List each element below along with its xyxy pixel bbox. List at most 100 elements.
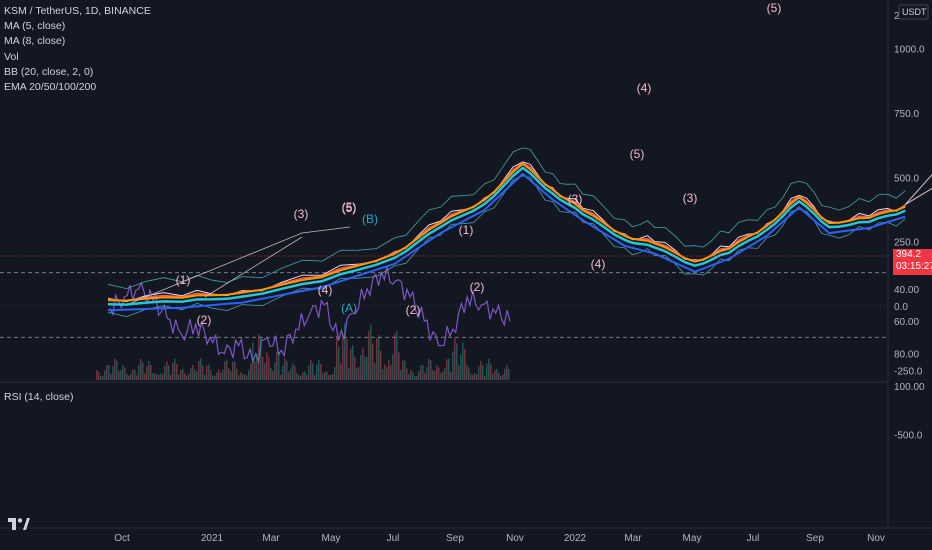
volume-bar — [164, 365, 166, 380]
time-tick-label: Oct — [114, 533, 130, 544]
volume-bar — [108, 365, 110, 380]
volume-bar — [168, 365, 170, 380]
volume-bar — [254, 361, 256, 380]
volume-bar — [292, 363, 294, 380]
volume-bar — [476, 374, 478, 380]
volume-bar — [188, 374, 190, 380]
volume-bar — [270, 367, 272, 380]
volume-bar — [314, 374, 316, 380]
volume-bar — [466, 364, 468, 380]
volume-bar — [214, 375, 216, 380]
volume-bar — [116, 360, 118, 380]
symbol-title[interactable]: KSM / TetherUS, 1D, BINANCE — [4, 5, 151, 17]
time-tick-label: Jul — [387, 533, 400, 544]
rsi-tick-label: 60.00 — [894, 317, 919, 328]
volume-bar — [342, 333, 344, 380]
price-tick-label: 0.0 — [894, 302, 908, 313]
volume-bar — [396, 330, 398, 380]
volume-bar — [388, 359, 390, 380]
volume-bar — [474, 373, 476, 380]
volume-bar — [436, 365, 438, 380]
volume-bar — [364, 356, 366, 380]
volume-bar — [250, 363, 252, 380]
volume-bar — [340, 363, 342, 380]
volume-bar — [428, 358, 430, 380]
volume-bar — [438, 367, 440, 380]
price-tick-label: 250.0 — [894, 238, 919, 249]
volume-bar — [302, 371, 304, 380]
last-price-badge: 394.2 03:15:27 — [893, 249, 932, 275]
price-tick-label: 500.0 — [894, 173, 919, 184]
wave-label: (4) — [318, 283, 333, 297]
volume-bar — [374, 362, 376, 380]
volume-bar — [98, 372, 100, 380]
volume-bar — [452, 351, 454, 380]
volume-bar — [226, 359, 228, 380]
time-tick-label: Jul — [747, 533, 760, 544]
volume-bar — [130, 373, 132, 380]
volume-bar — [424, 372, 426, 380]
volume-bar — [448, 358, 450, 380]
volume-bar — [382, 369, 384, 380]
volume-bar — [442, 371, 444, 380]
volume-bar — [262, 356, 264, 380]
volume-bar — [506, 365, 508, 380]
volume-bar — [122, 365, 124, 380]
volume-bar — [102, 375, 104, 380]
wave-label: (3) — [568, 192, 583, 206]
tradingview-logo-icon[interactable] — [8, 518, 30, 532]
price-tick-label: 1000.0 — [894, 45, 925, 56]
indicator-ma5[interactable]: MA (5, close) — [4, 20, 66, 33]
volume-bar — [118, 370, 120, 380]
volume-bar — [136, 375, 138, 380]
volume-bar — [472, 374, 474, 380]
wave-label: (A) — [341, 301, 357, 315]
volume-bar — [266, 352, 268, 380]
rsi-tick-label: 80.00 — [894, 350, 919, 361]
bollinger-upper-line — [107, 147, 906, 290]
volume-bar — [354, 357, 356, 380]
volume-bar — [120, 370, 122, 380]
volume-bar — [362, 347, 364, 380]
rsi-legend[interactable]: RSI (14, close) — [4, 391, 74, 403]
volume-bar — [508, 368, 510, 380]
volume-bar — [444, 367, 446, 380]
wave-label: (5) — [342, 200, 357, 214]
indicator-ma8[interactable]: MA (8, close) — [4, 35, 66, 48]
indicator-bb[interactable]: BB (20, close, 2, 0) — [4, 65, 94, 78]
indicator-ema[interactable]: EMA 20/50/100/200 — [4, 81, 97, 94]
ma8-line — [107, 162, 906, 302]
volume-bar — [198, 361, 200, 380]
volume-bar — [256, 353, 258, 380]
indicator-vol[interactable]: Vol — [4, 50, 19, 63]
volume-bar — [240, 372, 242, 380]
rsi-pane — [0, 265, 888, 364]
volume-bar — [100, 375, 102, 380]
volume-bar — [180, 369, 182, 380]
volume-bar — [456, 343, 458, 380]
volume-bar — [148, 361, 150, 380]
volume-bar — [296, 372, 298, 380]
volume-bar — [410, 369, 412, 380]
volume-bar — [498, 372, 500, 380]
volume-bar — [308, 365, 310, 380]
ema-line — [107, 166, 906, 306]
volume-bar — [222, 369, 224, 380]
volume-bar — [368, 331, 370, 380]
volume-bar — [104, 370, 106, 380]
volume-bar — [414, 375, 416, 380]
volume-bar — [282, 365, 284, 380]
volume-bar — [236, 368, 238, 380]
wave-label: (5) — [342, 201, 357, 215]
wave-label: (2) — [406, 303, 421, 317]
volume-bar — [284, 358, 286, 380]
volume-bar — [348, 367, 350, 380]
volume-bar — [426, 367, 428, 380]
volume-bar — [132, 369, 134, 380]
wave-label: (1) — [176, 273, 191, 287]
time-tick-label: 2021 — [201, 533, 224, 544]
volume-bar — [200, 358, 202, 380]
volume-bar — [400, 369, 402, 380]
volume-bar — [128, 375, 130, 380]
